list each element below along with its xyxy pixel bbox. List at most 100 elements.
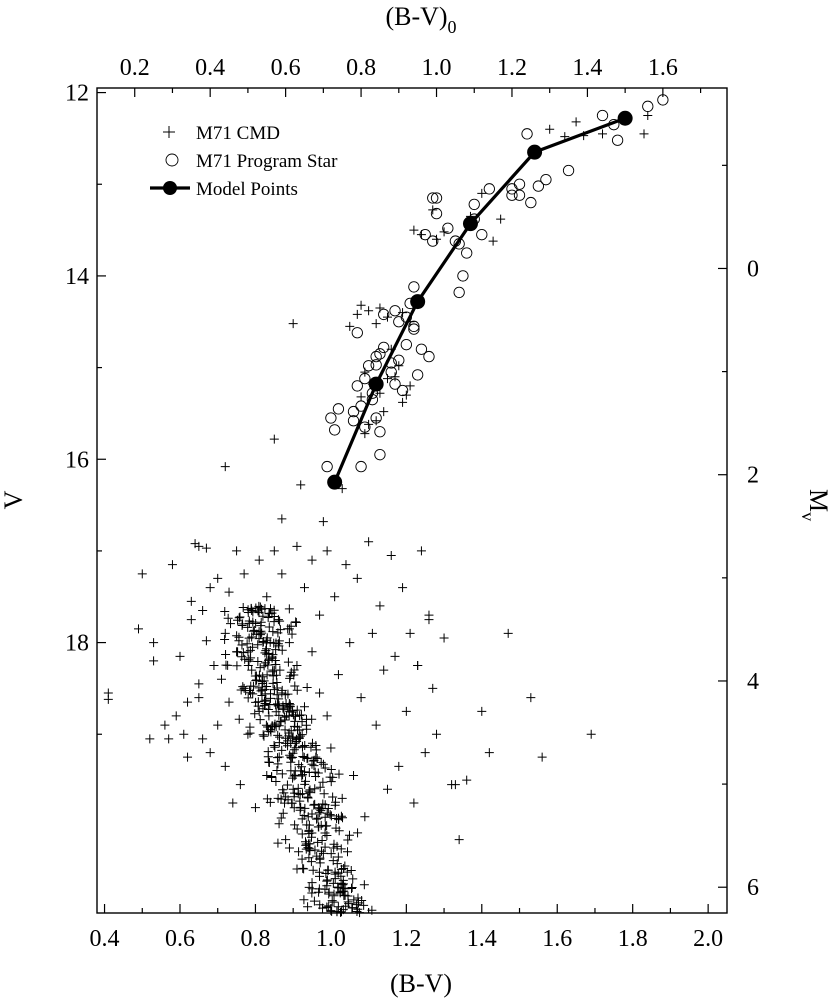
cmd-point: [264, 609, 274, 619]
cmd-point: [309, 755, 319, 765]
cmd-point: [311, 740, 321, 750]
cmd-point: [324, 901, 334, 911]
cmd-point: [314, 822, 324, 832]
cmd-point: [318, 517, 328, 527]
cmd-point: [275, 665, 285, 675]
cmd-point: [325, 772, 335, 782]
cmd-point: [264, 758, 274, 768]
cmd-point: [301, 839, 311, 849]
cmd-point: [310, 845, 320, 855]
top-tick-label: 0.2: [120, 55, 150, 81]
cmd-point: [297, 854, 307, 864]
cmd-point: [353, 904, 363, 914]
program-star-point: [408, 281, 420, 293]
bottom-tick-label: 2.0: [693, 926, 723, 952]
program-star-point: [540, 174, 552, 186]
cmd-point: [290, 820, 300, 830]
program-star-point: [468, 198, 480, 211]
cmd-point: [320, 828, 330, 838]
cmd-point: [310, 799, 320, 809]
cmd-point: [274, 738, 284, 748]
cmd-point: [288, 710, 298, 720]
cmd-point: [277, 569, 287, 579]
cmd-point: [326, 743, 336, 753]
program-star-point: [332, 403, 345, 415]
legend-entry-model-points: Model Points: [150, 179, 298, 200]
cmd-point: [332, 859, 342, 869]
program-star-point: [378, 308, 390, 321]
cmd-point: [261, 695, 271, 705]
bottom-tick-label: 1.8: [618, 926, 648, 952]
cmd-point: [296, 480, 306, 490]
cmd-point: [277, 685, 287, 695]
cmd-point: [175, 651, 185, 661]
cmd-point: [420, 748, 430, 758]
program-star-point: [442, 222, 454, 234]
cmd-point: [413, 661, 423, 670]
cmd-point: [253, 640, 263, 650]
cmd-point: [255, 663, 265, 673]
cmd-point: [306, 742, 316, 752]
cmd-point: [273, 615, 283, 625]
legend-program-star-marker: [165, 153, 179, 167]
cmd-point: [329, 897, 339, 907]
cmd-point: [278, 808, 288, 818]
series-m71-cmd: [103, 111, 653, 918]
cmd-point: [639, 129, 649, 139]
right-tick-label: 2: [747, 463, 759, 489]
cmd-point: [315, 610, 325, 620]
cmd-point: [235, 780, 245, 790]
cmd-point: [292, 705, 302, 715]
cmd-point: [324, 887, 334, 897]
program-star-point: [408, 320, 420, 332]
cmd-point: [390, 372, 400, 382]
cmd-point: [643, 111, 653, 120]
cmd-point: [291, 743, 301, 753]
cmd-point: [343, 897, 353, 907]
cmd-point: [348, 874, 358, 884]
cmd-point: [304, 853, 314, 863]
y-axis-label-right-sub: v: [798, 512, 818, 521]
cmd-point: [198, 606, 208, 615]
cmd-point: [295, 731, 305, 741]
cmd-point: [255, 602, 265, 612]
cmd-point: [268, 627, 278, 637]
cmd-point: [496, 214, 506, 224]
cmd-point: [266, 727, 276, 737]
cmd-point: [349, 895, 359, 905]
cmd-point: [234, 613, 244, 623]
cmd-point: [339, 886, 349, 896]
cmd-point: [284, 701, 294, 711]
cmd-point: [244, 656, 254, 666]
cmd-point: [271, 638, 281, 648]
cmd-point: [314, 808, 324, 818]
bottom-tick-label: 0.4: [90, 926, 120, 952]
cmd-point: [194, 541, 204, 551]
program-star-point: [370, 350, 382, 363]
cmd-point: [364, 419, 374, 429]
cmd-point: [281, 835, 291, 845]
cmd-point: [286, 621, 296, 631]
cmd-point: [323, 865, 333, 875]
cmd-point: [304, 786, 314, 796]
cmd-point: [268, 650, 278, 660]
cmd-point: [398, 583, 408, 593]
legend-label-cmd: M71 CMD: [196, 123, 280, 144]
cmd-point: [283, 736, 293, 746]
legend-label-program-star: M71 Program Star: [196, 151, 338, 172]
program-star-point: [412, 369, 424, 381]
cmd-point: [167, 560, 177, 570]
cmd-point: [334, 769, 344, 779]
cmd-point: [316, 757, 326, 767]
cmd-point: [439, 633, 449, 643]
cmd-point: [244, 616, 254, 626]
cmd-point: [320, 842, 330, 852]
cmd-point: [285, 673, 295, 683]
cmd-point: [303, 793, 313, 803]
top-tick-label: 0.6: [271, 55, 301, 81]
cmd-point: [298, 863, 308, 873]
cmd-point: [259, 661, 269, 671]
cmd-point: [309, 896, 319, 906]
cmd-point: [133, 624, 143, 634]
cmd-point: [334, 813, 344, 823]
